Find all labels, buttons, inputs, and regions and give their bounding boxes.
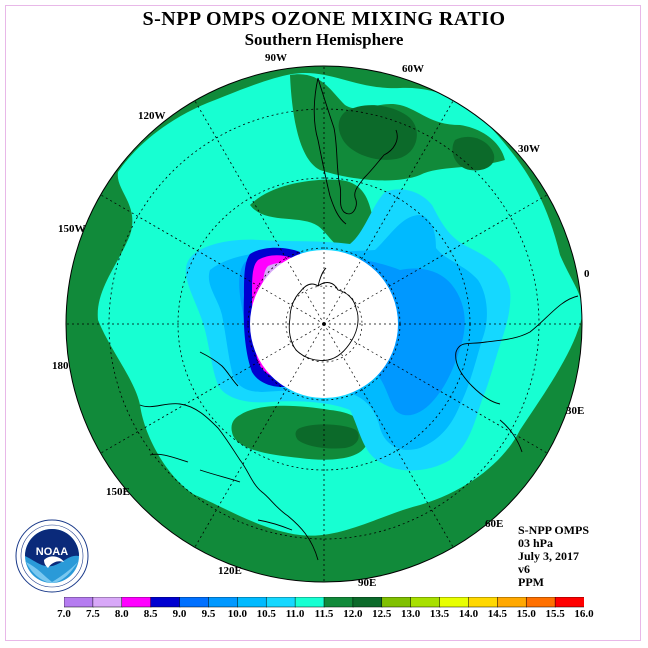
colorbar-swatch [237, 597, 267, 608]
colorbar-tick-label: 9.5 [201, 608, 216, 620]
lon-label-0: 0 [584, 268, 590, 280]
lon-label-60e: 60E [485, 518, 504, 530]
colorbar-swatch [468, 597, 499, 608]
colorbar-tick-label: 12.0 [343, 608, 363, 620]
colorbar-swatch [121, 597, 152, 608]
map-subtitle: Southern Hemisphere [244, 30, 404, 49]
colorbar-swatch [439, 597, 470, 608]
colorbar-swatch [208, 597, 239, 608]
noaa-logo: NOAA [15, 519, 89, 593]
contour-12-0-north [338, 105, 417, 160]
lon-label-30w: 30W [518, 143, 540, 155]
info-satellite: S-NPP OMPS [518, 523, 589, 537]
info-block: S-NPP OMPS 03 hPa July 3, 2017 v6 PPM [518, 524, 589, 589]
info-level: 03 hPa [518, 536, 554, 550]
madagascar-coast [499, 419, 523, 453]
colorbar-swatch [150, 597, 181, 608]
info-date: July 3, 2017 [518, 549, 580, 563]
new-zealand-coast [199, 351, 239, 387]
colorbar-swatch [554, 597, 584, 608]
colorbar [64, 597, 584, 608]
cap-graticule [252, 252, 396, 396]
colorbar-swatch [352, 597, 383, 608]
colorbar-tick-label: 9.0 [172, 608, 187, 620]
colorbar-tick-label: 16.0 [574, 608, 594, 620]
colorbar-swatch [410, 597, 441, 608]
lon-label-120e: 120E [218, 565, 242, 577]
antarctica-outline [288, 267, 359, 361]
south-america-coast [317, 77, 398, 215]
colorbar-swatch [323, 597, 354, 608]
lon-label-60w: 60W [402, 63, 424, 75]
contour-12-0-south [295, 424, 359, 449]
lon-label-90w: 90W [265, 52, 287, 64]
colorbar-swatch [294, 597, 325, 608]
south-pole-marker [322, 322, 326, 326]
colorbar-swatch [64, 597, 94, 608]
colorbar-tick-label: 14.0 [458, 608, 479, 620]
contour-11-5-blob-north [250, 179, 373, 251]
lon-label-180: 180 [52, 360, 69, 372]
colorbar-tick-label: 7.0 [57, 608, 71, 620]
indonesia-islands [149, 453, 293, 531]
info-version: v6 [518, 562, 530, 576]
south-america-coast-west [313, 77, 347, 225]
colorbar-tick-label: 15.0 [516, 608, 536, 620]
page-frame [5, 5, 641, 641]
colorbar-tick-label: 8.0 [114, 608, 129, 620]
info-units: PPM [518, 575, 544, 589]
colorbar-swatch [381, 597, 412, 608]
noaa-logo-text: NOAA [36, 546, 68, 558]
map-title: S-NPP OMPS OZONE MIXING RATIO [142, 8, 506, 30]
map-rim [65, 65, 583, 583]
lon-label-90e: 90E [358, 577, 377, 589]
colorbar-swatch [179, 597, 210, 608]
colorbar-tick-label: 11.5 [314, 608, 334, 620]
lon-label-150e: 150E [106, 486, 130, 498]
colorbar-swatch [92, 597, 123, 608]
colorbar-tick-label: 13.0 [401, 608, 421, 620]
africa-coast [455, 295, 579, 405]
lon-label-150w: 150W [58, 223, 86, 235]
colorbar-swatch [265, 597, 296, 608]
colorbar-tick-label: 13.5 [429, 608, 450, 620]
colorbar-tick-label: 11.0 [285, 608, 305, 620]
contour-12-0-northeast [452, 136, 495, 171]
colorbar-swatch [497, 597, 527, 608]
colorbar-tick-label: 10.0 [227, 608, 247, 620]
lon-label-120w: 120W [138, 110, 166, 122]
colorbar-tick-label: 7.5 [86, 608, 100, 620]
colorbar-tick-label: 14.5 [487, 608, 507, 620]
colorbar-tick-label: 12.5 [372, 608, 392, 620]
colorbar-tick-label: 8.5 [143, 608, 158, 620]
colorbar-tick-label: 10.5 [256, 608, 276, 620]
colorbar-tick-label: 15.5 [545, 608, 565, 620]
lon-label-30e: 30E [566, 405, 585, 417]
australia-coast [139, 403, 319, 561]
colorbar-swatch [525, 597, 556, 608]
